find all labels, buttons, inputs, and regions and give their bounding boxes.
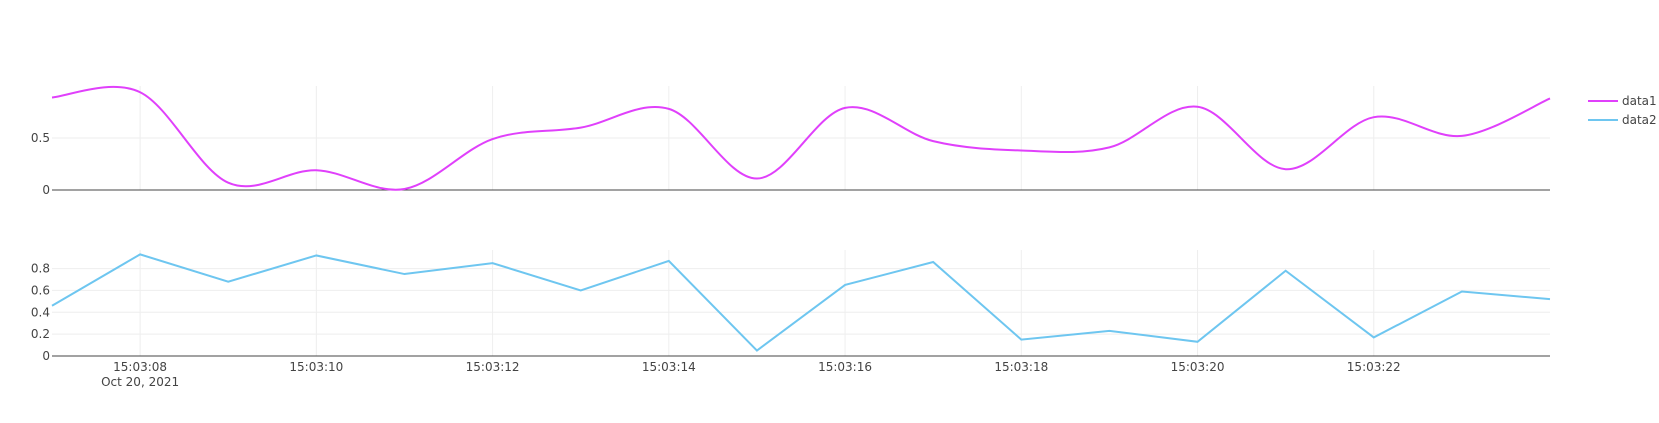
x-tick-label: 15:03:08 — [113, 360, 167, 374]
x-tick-label: 15:03:18 — [994, 360, 1048, 374]
bottom-plot-grid — [52, 250, 1550, 356]
y-tick-label: 0.5 — [31, 131, 50, 145]
y-tick-label: 0.8 — [31, 262, 50, 276]
legend-label-data1: data1 — [1622, 94, 1657, 108]
x-date-label: Oct 20, 2021 — [101, 375, 179, 389]
x-tick-label: 15:03:14 — [642, 360, 696, 374]
x-tick-label: 15:03:16 — [818, 360, 872, 374]
series-line-data2 — [51, 253, 1551, 352]
y-tick-label: 0 — [42, 183, 50, 197]
legend[interactable]: data1 data2 — [1588, 94, 1657, 127]
top-plot-grid — [52, 86, 1550, 190]
legend-label-data2: data2 — [1622, 113, 1657, 127]
series-line-data1 — [51, 85, 1551, 191]
x-tick-label: 15:03:22 — [1347, 360, 1401, 374]
x-tick-labels: 15:03:08 15:03:10 15:03:12 15:03:14 15:03:16… — [113, 360, 1401, 374]
y-tick-label: 0.6 — [31, 283, 50, 297]
y-tick-label: 0.2 — [31, 327, 50, 341]
x-tick-label: 15:03:12 — [466, 360, 520, 374]
y-tick-label: 0.4 — [31, 305, 50, 319]
bottom-plot-y-tick-labels: 0 0.2 0.4 0.6 0.8 — [31, 262, 50, 363]
x-tick-label: 15:03:20 — [1171, 360, 1225, 374]
legend-item-data2[interactable]: data2 — [1588, 113, 1657, 127]
legend-item-data1[interactable]: data1 — [1588, 94, 1657, 108]
x-tick-label: 15:03:10 — [289, 360, 343, 374]
top-plot-y-tick-labels: 00.5 — [31, 131, 50, 197]
y-tick-label: 0 — [42, 349, 50, 363]
